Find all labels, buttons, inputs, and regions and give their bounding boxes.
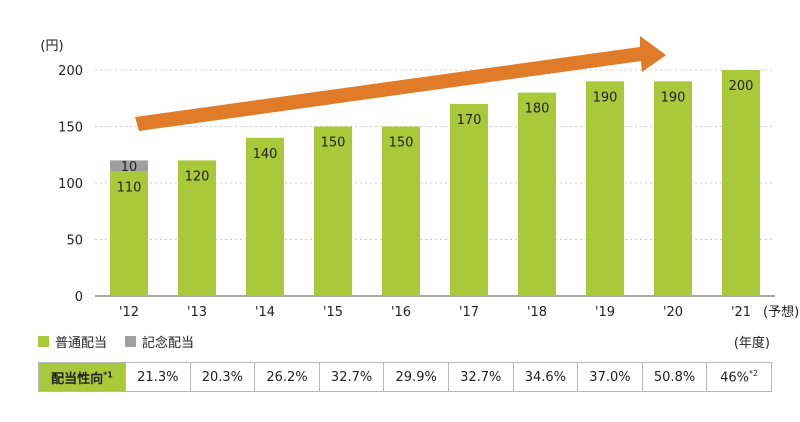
data-label: 120 bbox=[185, 169, 210, 184]
x-tick-label: '18 bbox=[527, 305, 547, 320]
y-tick-label: 0 bbox=[75, 290, 83, 305]
bar-regular bbox=[246, 137, 284, 296]
data-label: 190 bbox=[661, 90, 686, 105]
payout-ratio-header-note: *1 bbox=[103, 370, 113, 380]
legend-label-regular: 普通配当 bbox=[55, 336, 108, 351]
payout-ratio-last-note: *2 bbox=[749, 368, 759, 378]
payout-ratio-table: 配当性向*1 21.3% 20.3% 26.2% 32.7% 29.9% 32.… bbox=[38, 362, 772, 392]
x-tick-label: '19 bbox=[595, 305, 615, 320]
data-label: 170 bbox=[457, 113, 482, 128]
bar-regular bbox=[314, 126, 352, 296]
data-label: 110 bbox=[117, 181, 142, 196]
payout-ratio-value: 32.7% bbox=[330, 369, 373, 385]
payout-ratio-value: 50.8% bbox=[653, 369, 696, 385]
bar-regular bbox=[450, 103, 488, 297]
y-tick-label: 150 bbox=[58, 121, 83, 136]
payout-ratio-cell: 32.7% bbox=[447, 362, 514, 392]
x-tick-label: '17 bbox=[459, 305, 479, 320]
bar-regular bbox=[178, 160, 216, 296]
bar-regular bbox=[654, 81, 692, 296]
payout-ratio-header: 配当性向*1 bbox=[38, 362, 126, 392]
y-tick-label: 200 bbox=[58, 64, 83, 79]
data-label: 190 bbox=[593, 90, 618, 105]
payout-ratio-cell: 34.6% bbox=[512, 362, 579, 392]
data-label: 140 bbox=[253, 147, 278, 162]
legend-swatch-regular bbox=[38, 336, 49, 347]
payout-ratio-value: 20.3% bbox=[201, 369, 244, 385]
x-tick-label: '21 bbox=[731, 305, 751, 320]
legend-swatch-commemorative bbox=[125, 336, 137, 347]
payout-ratio-cell: 29.9% bbox=[383, 362, 449, 392]
dividend-chart: 0 50 100 150 200 (円) 10 110 '12 120 '13 140 '14 150 '1… bbox=[40, 36, 799, 320]
bar-regular bbox=[110, 171, 148, 296]
payout-ratio-cell: 20.3% bbox=[189, 362, 256, 392]
data-label: 180 bbox=[525, 102, 550, 117]
legend: 普通配当 記念配当 bbox=[38, 332, 194, 351]
payout-ratio-cell: 32.7% bbox=[318, 362, 385, 392]
x-tick-label: '12 bbox=[119, 305, 139, 320]
payout-ratio-cell: 37.0% bbox=[577, 362, 643, 392]
x-tick-label: '14 bbox=[255, 305, 275, 320]
payout-ratio-value: 46% bbox=[720, 370, 750, 386]
data-label: 200 bbox=[729, 79, 754, 94]
x-axis-unit: (年度) bbox=[733, 336, 770, 351]
bar-regular bbox=[586, 81, 624, 296]
data-label: 150 bbox=[321, 136, 346, 151]
payout-ratio-cell: 21.3% bbox=[125, 362, 191, 392]
bar-regular bbox=[382, 126, 420, 296]
payout-ratio-value: 37.0% bbox=[589, 369, 631, 385]
payout-ratio-value: 21.3% bbox=[137, 369, 179, 385]
payout-ratio-header-label: 配当性向 bbox=[51, 371, 104, 387]
payout-ratio-cell: 50.8% bbox=[641, 362, 708, 392]
payout-ratio-value: 34.6% bbox=[524, 369, 567, 385]
y-axis-unit: (円) bbox=[40, 39, 63, 54]
legend-label-commemorative: 記念配当 bbox=[142, 336, 195, 351]
data-label: 150 bbox=[389, 136, 414, 151]
y-tick-label: 100 bbox=[58, 177, 83, 192]
payout-ratio-cell: 26.2% bbox=[254, 362, 320, 392]
x-tick-label: '16 bbox=[391, 305, 411, 320]
bar-commemorative bbox=[110, 160, 148, 172]
trend-arrow bbox=[135, 36, 666, 131]
x-tick-suffix: (予想) bbox=[763, 304, 799, 320]
payout-ratio-row: 配当性向*1 21.3% 20.3% 26.2% 32.7% 29.9% 32.… bbox=[38, 362, 772, 392]
payout-ratio-value: 26.2% bbox=[266, 369, 308, 385]
payout-ratio-value: 32.7% bbox=[460, 369, 502, 385]
payout-ratio-value: 29.9% bbox=[395, 369, 437, 385]
x-tick-label: '20 bbox=[663, 305, 683, 320]
x-tick-label: '13 bbox=[187, 305, 207, 320]
x-tick-label: '15 bbox=[323, 305, 343, 320]
data-label: 10 bbox=[121, 160, 138, 175]
legend-item-commemorative: 記念配当 bbox=[125, 332, 194, 351]
bar-regular bbox=[722, 70, 760, 296]
bar-regular bbox=[518, 92, 556, 296]
legend-item-regular: 普通配当 bbox=[38, 332, 107, 351]
y-tick-label: 50 bbox=[66, 234, 83, 249]
payout-ratio-cell: 46%*2 bbox=[706, 362, 772, 392]
